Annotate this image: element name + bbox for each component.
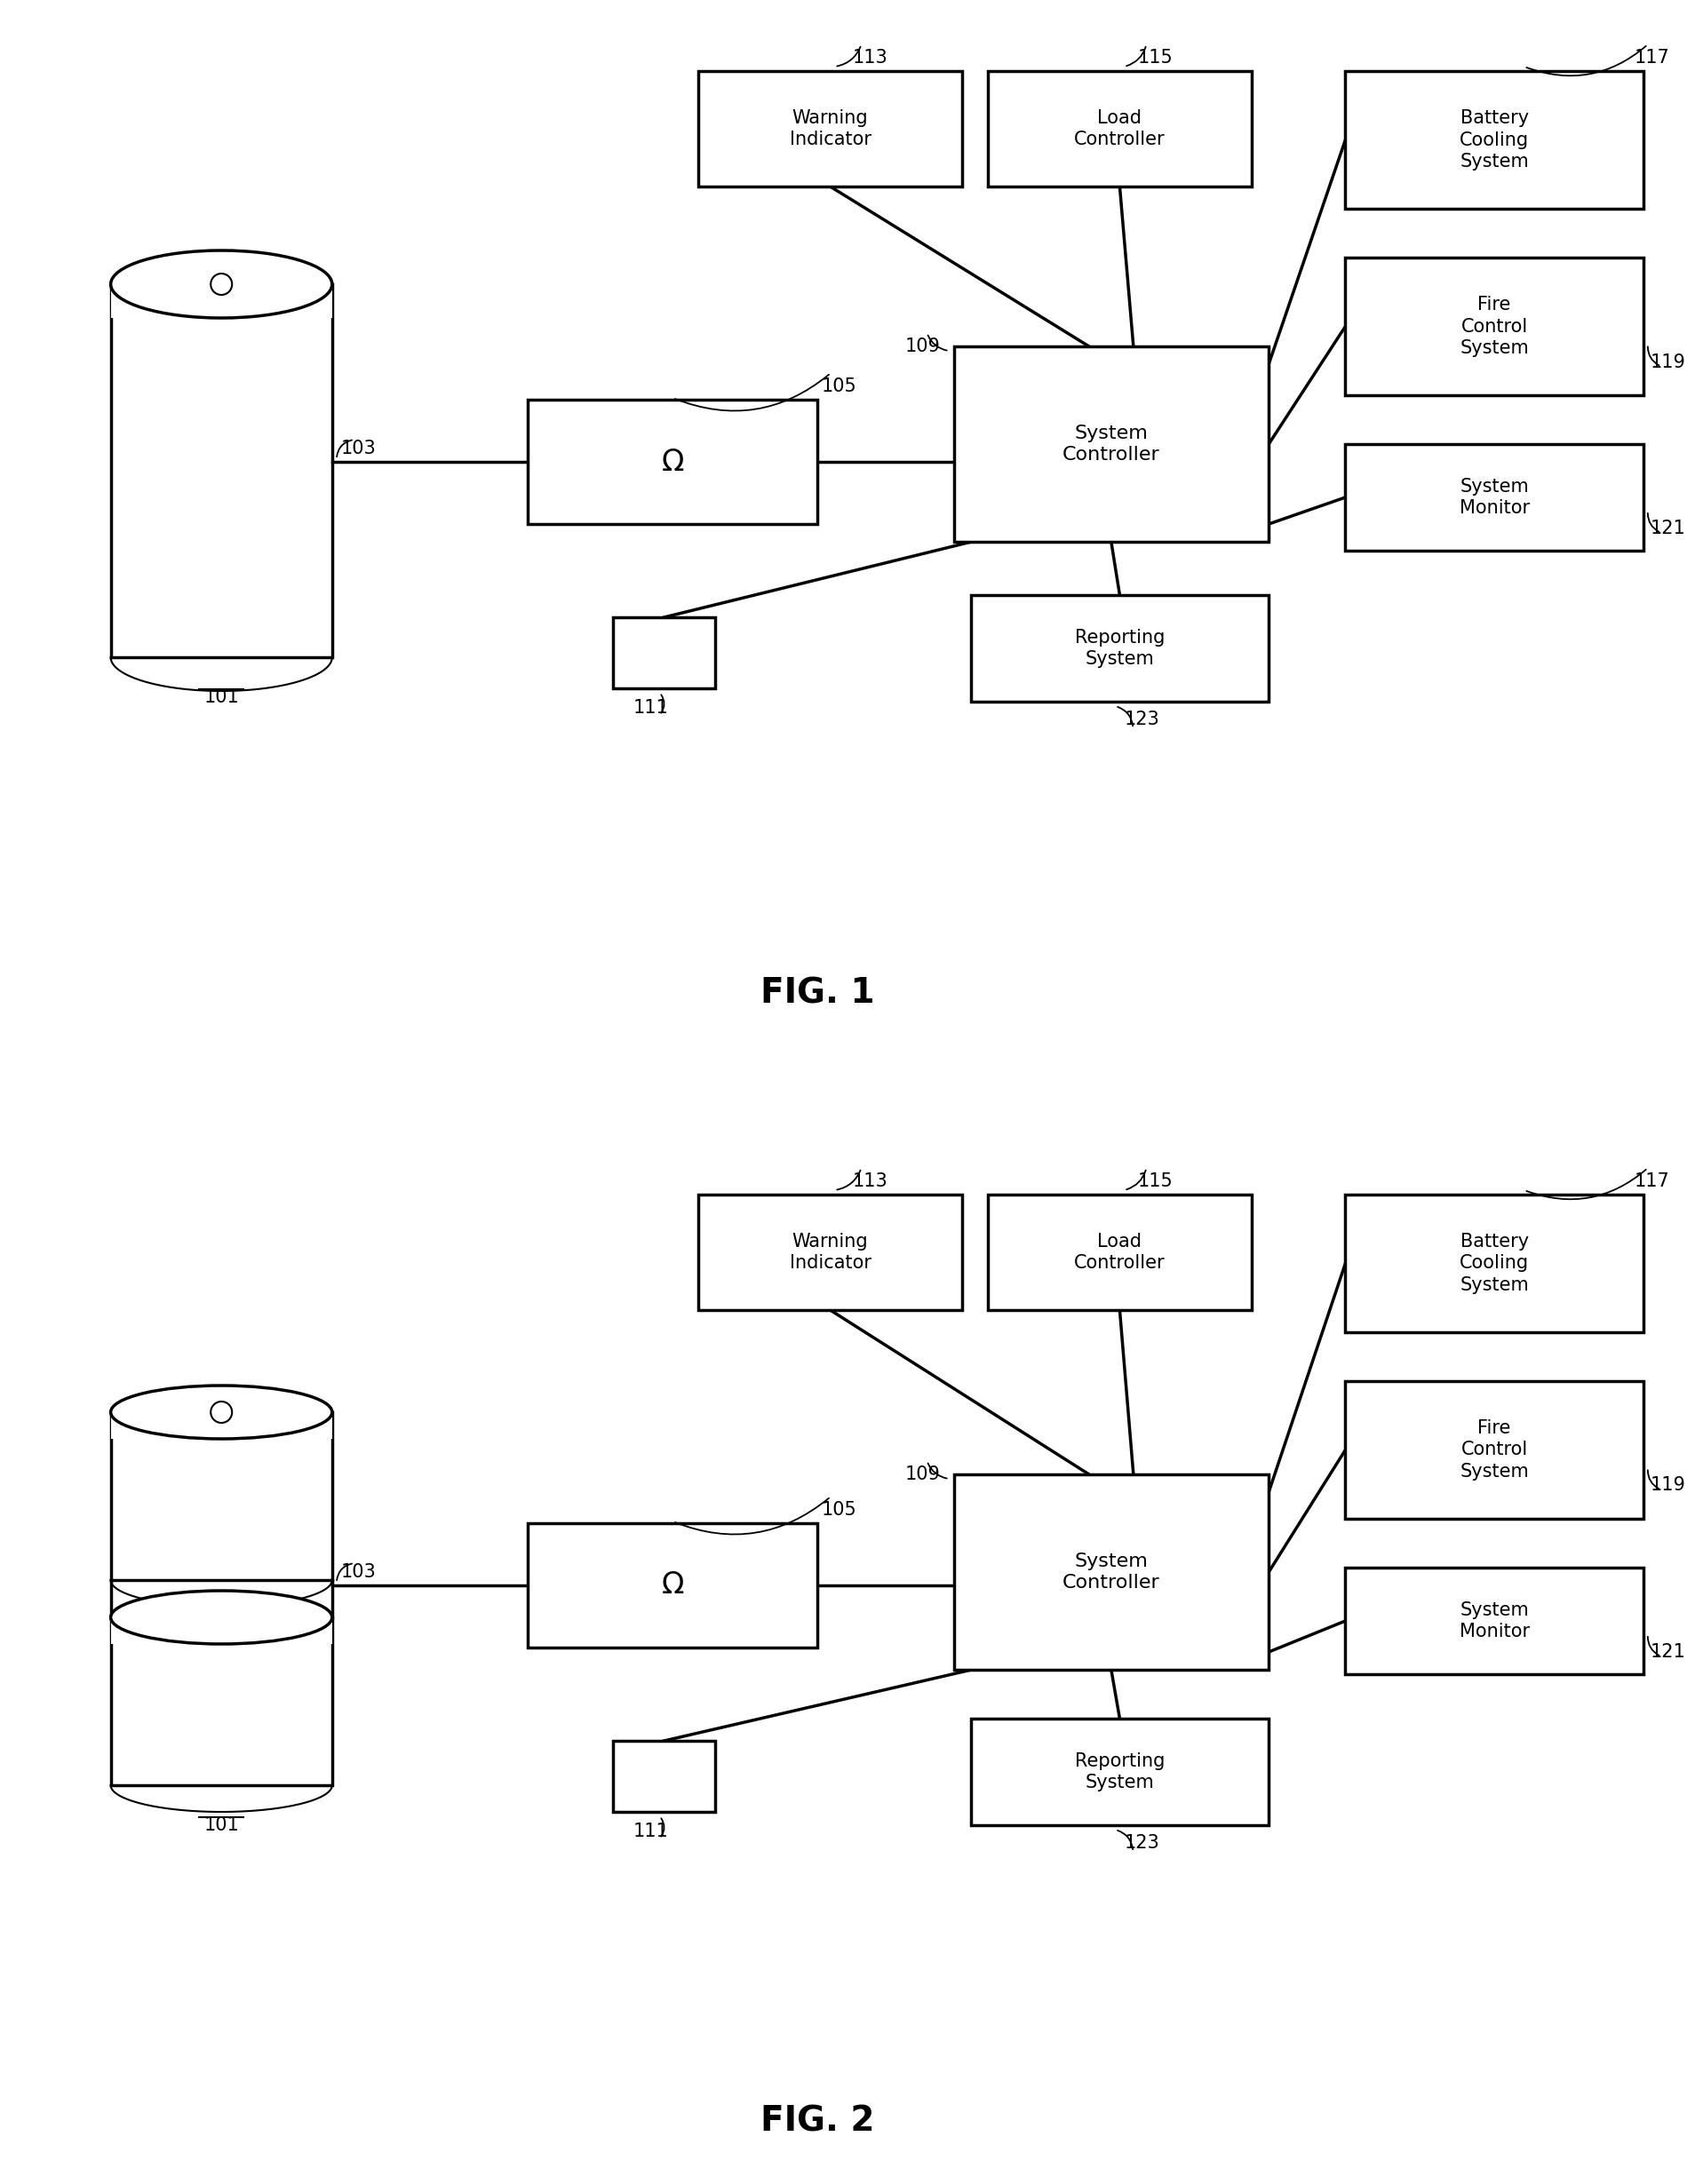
FancyBboxPatch shape <box>1345 1380 1643 1518</box>
Text: Battery
Cooling
System: Battery Cooling System <box>1459 109 1529 170</box>
Text: Load
Controller: Load Controller <box>1075 109 1165 149</box>
Text: Reporting
System: Reporting System <box>1075 1752 1165 1791</box>
Polygon shape <box>111 1618 332 1784</box>
Text: 113: 113 <box>853 48 887 68</box>
FancyBboxPatch shape <box>528 1522 817 1647</box>
FancyBboxPatch shape <box>698 72 962 186</box>
Text: Load
Controller: Load Controller <box>1075 1232 1165 1273</box>
FancyBboxPatch shape <box>988 1195 1252 1310</box>
Polygon shape <box>111 284 332 657</box>
Text: 119: 119 <box>1650 1476 1686 1494</box>
Text: FIG. 2: FIG. 2 <box>760 2105 875 2138</box>
FancyBboxPatch shape <box>1345 1195 1643 1332</box>
Polygon shape <box>111 1413 332 1439</box>
FancyBboxPatch shape <box>971 594 1269 701</box>
FancyBboxPatch shape <box>613 1741 715 1813</box>
Text: Fire
Control
System: Fire Control System <box>1459 1420 1529 1481</box>
FancyBboxPatch shape <box>1345 443 1643 550</box>
Circle shape <box>211 273 232 295</box>
Text: System
Controller: System Controller <box>1063 424 1160 463</box>
Text: Warning
Indicator: Warning Indicator <box>790 109 870 149</box>
Text: 109: 109 <box>904 1465 940 1483</box>
Text: 119: 119 <box>1650 354 1686 371</box>
FancyBboxPatch shape <box>1345 72 1643 210</box>
FancyBboxPatch shape <box>988 72 1252 186</box>
FancyBboxPatch shape <box>698 1195 962 1310</box>
Text: Battery
Cooling
System: Battery Cooling System <box>1459 1232 1529 1295</box>
Text: Ω: Ω <box>661 448 685 476</box>
Text: Ω: Ω <box>661 1570 685 1601</box>
Text: 123: 123 <box>1124 1835 1160 1852</box>
Text: 113: 113 <box>853 1173 887 1190</box>
Text: FIG. 1: FIG. 1 <box>760 976 875 1011</box>
Ellipse shape <box>111 1385 332 1439</box>
FancyBboxPatch shape <box>1345 258 1643 395</box>
Text: 105: 105 <box>823 378 857 395</box>
Text: 115: 115 <box>1138 48 1173 68</box>
FancyBboxPatch shape <box>971 1719 1269 1826</box>
Text: 111: 111 <box>634 1821 669 1841</box>
Text: Fire
Control
System: Fire Control System <box>1459 295 1529 358</box>
Text: 101: 101 <box>204 1817 238 1835</box>
FancyBboxPatch shape <box>1345 1568 1643 1675</box>
Text: System
Controller: System Controller <box>1063 1553 1160 1592</box>
Text: 117: 117 <box>1635 1173 1671 1190</box>
Text: System
Monitor: System Monitor <box>1459 1601 1529 1640</box>
Ellipse shape <box>111 251 332 319</box>
Text: 111: 111 <box>634 699 669 716</box>
FancyBboxPatch shape <box>613 618 715 688</box>
FancyBboxPatch shape <box>954 1474 1269 1671</box>
Text: Reporting
System: Reporting System <box>1075 629 1165 668</box>
Text: 115: 115 <box>1138 1173 1173 1190</box>
Text: 121: 121 <box>1650 520 1686 537</box>
Circle shape <box>211 1402 232 1422</box>
Text: 105: 105 <box>823 1500 857 1518</box>
Text: 123: 123 <box>1124 710 1160 727</box>
FancyBboxPatch shape <box>528 400 817 524</box>
Text: 101: 101 <box>204 688 238 705</box>
Polygon shape <box>111 1618 332 1645</box>
Text: 117: 117 <box>1635 48 1671 68</box>
FancyBboxPatch shape <box>954 347 1269 542</box>
Text: Warning
Indicator: Warning Indicator <box>790 1232 870 1273</box>
Text: 121: 121 <box>1650 1642 1686 1660</box>
Text: 103: 103 <box>341 1564 376 1581</box>
Text: 103: 103 <box>341 439 376 456</box>
Text: System
Monitor: System Monitor <box>1459 478 1529 518</box>
Ellipse shape <box>111 1590 332 1645</box>
Polygon shape <box>111 1413 332 1579</box>
Text: 109: 109 <box>904 339 940 356</box>
Polygon shape <box>111 284 332 319</box>
